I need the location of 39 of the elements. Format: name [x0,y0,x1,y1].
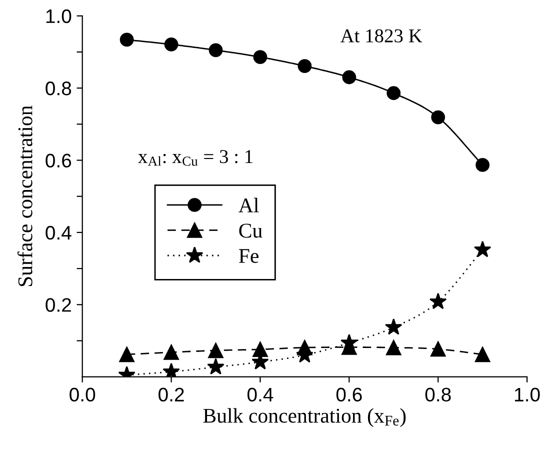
x-tick-label: 0.6 [336,388,362,402]
legend-label: Al [238,198,259,212]
y-axis-title: Surface concentration [17,106,32,286]
point [476,158,490,172]
point [386,340,402,356]
y-tick-label: 0.6 [46,154,72,168]
y-tick-label: 0.8 [46,82,72,96]
x-axis-title: Bulk concentration (x$_{Fe}$) [203,408,406,428]
point [429,292,447,310]
legend-label: Cu [239,224,262,238]
y-tick-label: 0.2 [46,298,71,312]
point [164,37,178,52]
point [253,50,268,64]
annotation: At 1823 K [340,29,422,42]
point [340,334,358,350]
x-tick-label: 0.8 [425,388,451,402]
point [120,32,134,47]
point [252,342,268,358]
legend-label: Fe [238,249,258,263]
point [430,341,446,357]
point [474,346,490,362]
point [386,86,401,100]
point [431,110,446,124]
y-tick-label: 0.4 [46,226,72,240]
point [342,70,356,84]
point [208,43,223,58]
point [474,240,492,258]
x-tick-label: 0.2 [158,388,184,402]
x-tick-label: 1.0 [515,388,540,402]
annotation: x$_{Al}$: x$_{Cu}$ = 3 : 1 [138,150,252,166]
x-tick-label: 0.0 [70,388,96,402]
point [298,59,312,74]
point [119,346,134,362]
point [164,344,179,360]
point [385,318,402,335]
x-tick-label: 0.4 [247,388,274,402]
y-tick-label: 1.0 [46,9,72,24]
point [208,342,224,358]
point [207,358,224,375]
